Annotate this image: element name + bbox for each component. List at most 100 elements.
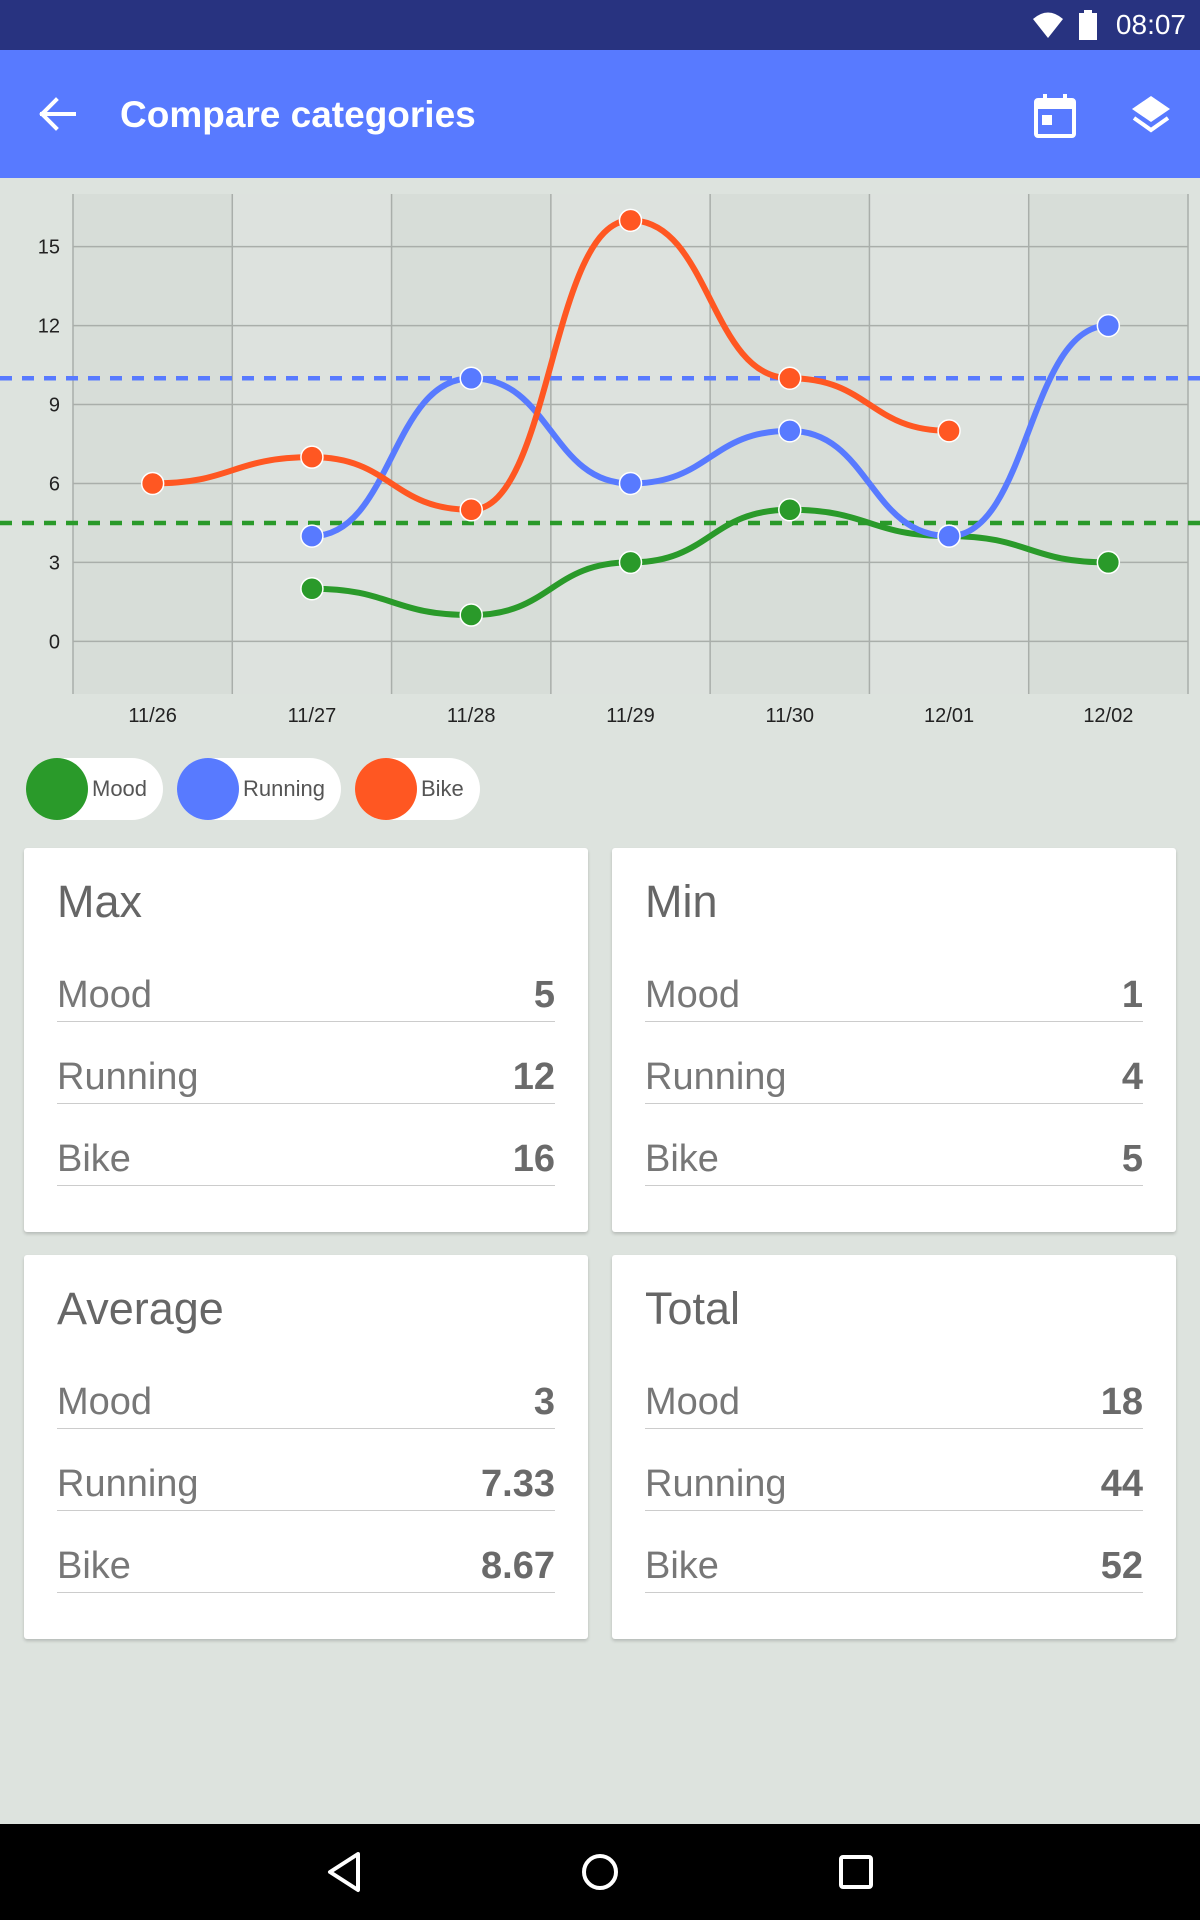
stat-value: 12	[512, 1056, 555, 1098]
page-title: Compare categories	[120, 94, 476, 135]
x-tick-label: 11/27	[288, 705, 337, 727]
stat-value: 52	[1100, 1545, 1143, 1587]
data-point-mood	[778, 498, 802, 522]
card-title: Max	[57, 876, 143, 927]
legend-dot	[355, 758, 417, 820]
stat-value: 5	[533, 974, 555, 1016]
y-tick-label: 6	[49, 473, 60, 495]
stat-value: 18	[1100, 1381, 1143, 1423]
y-tick-label: 0	[49, 631, 60, 653]
data-point-bike	[937, 419, 961, 443]
x-tick-label: 11/28	[447, 705, 496, 727]
x-tick-label: 11/30	[765, 705, 814, 727]
legend-chip-bike[interactable]: Bike	[355, 758, 480, 820]
stat-row: Running 44	[645, 1455, 1143, 1511]
stat-name: Bike	[57, 1545, 131, 1587]
stat-value: 3	[533, 1381, 555, 1423]
chart-svg: 0 3 6 9 12 15 11/26 11/27 11/28 11/29 11/30 12/01 12…	[0, 194, 1200, 727]
plot-column-band	[73, 194, 233, 694]
legend-chip-running[interactable]: Running	[177, 758, 341, 820]
stat-row: Mood 3	[57, 1373, 555, 1429]
stat-name: Bike	[645, 1138, 719, 1180]
battery-icon	[1079, 10, 1097, 40]
plot-column-band	[1028, 194, 1188, 694]
total-card: Total Mood 18 Running 44 Bike 52	[612, 1255, 1176, 1639]
data-point-mood	[459, 603, 483, 627]
stat-value: 44	[1100, 1463, 1143, 1505]
legend: Mood Running Bike	[26, 758, 480, 820]
data-point-running	[300, 524, 324, 548]
card-title: Total	[645, 1283, 741, 1334]
card-title: Min	[645, 876, 718, 927]
plot-column-band	[869, 194, 1029, 694]
status-bar: 08:07	[0, 0, 1200, 50]
data-point-running	[618, 471, 643, 496]
stat-name: Mood	[645, 1381, 741, 1423]
legend-chip-mood[interactable]: Mood	[26, 758, 164, 820]
data-point-running	[937, 524, 961, 548]
stat-row: Running 4	[645, 1048, 1143, 1104]
stat-name: Mood	[57, 974, 153, 1016]
data-point-mood	[618, 550, 643, 575]
data-point-bike	[300, 445, 324, 469]
plot-column-band	[550, 194, 711, 694]
x-tick-label: 12/01	[924, 705, 974, 727]
stat-row: Mood 18	[645, 1373, 1143, 1429]
min-card: Min Mood 1 Running 4 Bike 5	[612, 848, 1176, 1232]
back-triangle-icon[interactable]	[318, 1846, 370, 1898]
stat-value: 1	[1121, 974, 1143, 1016]
wifi-icon	[1033, 12, 1063, 38]
data-point-mood	[300, 576, 324, 601]
y-tick-label: 9	[49, 395, 60, 417]
stat-name: Bike	[645, 1545, 719, 1587]
stat-row: Running 12	[57, 1048, 555, 1104]
stat-row: Mood 5	[57, 966, 555, 1022]
x-tick-label: 12/02	[1083, 705, 1133, 727]
stat-name: Running	[645, 1463, 787, 1505]
stat-value: 4	[1121, 1056, 1143, 1098]
legend-dot	[26, 758, 88, 820]
stat-row: Bike 16	[57, 1130, 555, 1186]
data-point-bike	[459, 498, 483, 522]
x-tick-label: 11/29	[606, 705, 655, 727]
stat-row: Bike 5	[645, 1130, 1143, 1186]
stat-row: Bike 8.67	[57, 1537, 555, 1593]
back-arrow-icon[interactable]	[30, 86, 86, 142]
stat-value: 8.67	[481, 1545, 555, 1587]
stat-value: 5	[1121, 1138, 1143, 1180]
data-point-running	[778, 419, 802, 443]
data-point-bike	[140, 471, 165, 496]
legend-label: Bike	[421, 776, 464, 801]
plot-column-band	[232, 194, 392, 694]
data-point-bike	[618, 208, 643, 233]
card-title: Average	[57, 1283, 224, 1334]
series-line-mood	[311, 506, 1109, 619]
stat-row: Bike 52	[645, 1537, 1143, 1593]
x-tick-label: 11/26	[128, 705, 177, 727]
stat-row: Running 7.33	[57, 1455, 555, 1511]
stat-row: Mood 1	[645, 966, 1143, 1022]
y-tick-label: 12	[38, 316, 60, 338]
stat-value: 7.33	[481, 1463, 555, 1505]
layers-icon[interactable]	[1124, 88, 1178, 142]
legend-dot	[177, 758, 240, 820]
stat-name: Bike	[57, 1138, 131, 1180]
max-card: Max Mood 5 Running 12 Bike 16	[24, 848, 588, 1232]
recents-square-icon[interactable]	[830, 1846, 882, 1898]
line-chart: 0 3 6 9 12 15 11/26 11/27 11/28 11/29 11/30 12/01 12…	[0, 178, 1200, 738]
data-point-mood	[1096, 550, 1121, 575]
legend-label: Running	[243, 776, 325, 801]
legend-label: Mood	[92, 776, 148, 801]
stat-value: 16	[512, 1138, 555, 1180]
home-circle-icon[interactable]	[574, 1846, 626, 1898]
data-point-running	[1096, 313, 1121, 338]
series-line-running	[311, 322, 1109, 540]
data-point-bike	[778, 366, 802, 390]
calendar-icon[interactable]	[1028, 88, 1082, 142]
navigation-bar	[0, 1824, 1200, 1920]
y-tick-label: 3	[49, 552, 60, 574]
stat-name: Mood	[645, 974, 741, 1016]
data-point-running	[459, 366, 483, 390]
clock: 08:07	[1115, 9, 1186, 40]
stat-name: Running	[57, 1463, 199, 1505]
